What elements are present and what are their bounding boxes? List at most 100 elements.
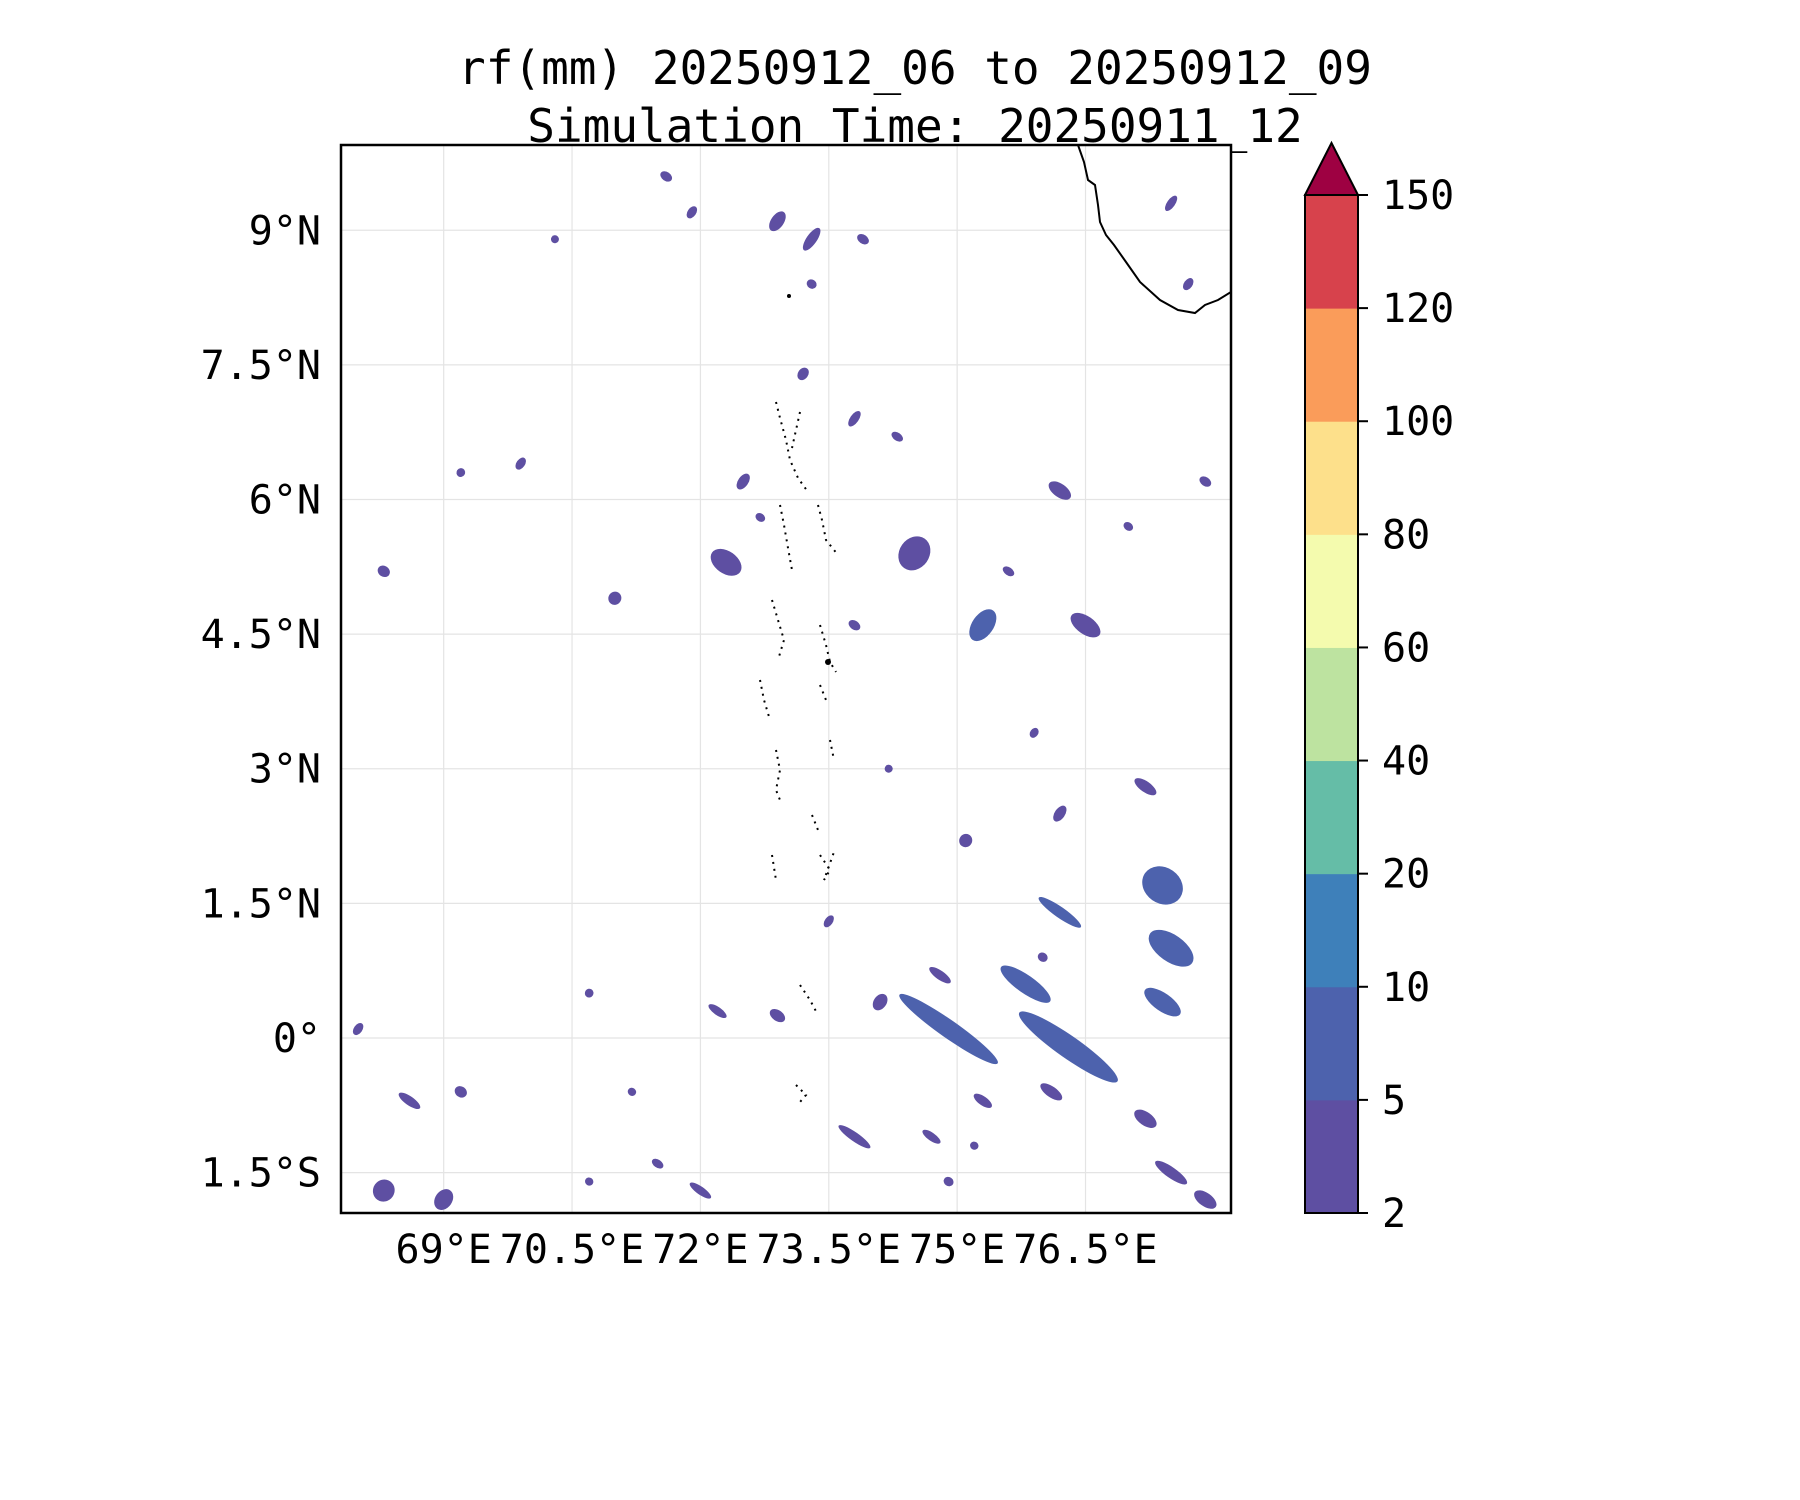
rain-cell bbox=[1037, 952, 1048, 962]
rain-cell bbox=[898, 536, 931, 571]
rain-cell bbox=[959, 833, 973, 848]
rain-cell bbox=[1053, 805, 1067, 822]
lat-tick-label: 7.5°N bbox=[201, 343, 321, 389]
maldives-atolls bbox=[759, 401, 839, 1103]
colorbar-tick-label: 5 bbox=[1382, 1078, 1406, 1124]
atoll-island-marker bbox=[825, 659, 831, 665]
colorbar: 2 5 10 20 40 60 80 100 120 150 bbox=[1303, 140, 1454, 1237]
rain-cell bbox=[899, 993, 998, 1065]
rain-cell bbox=[973, 1093, 992, 1108]
rain-cell bbox=[584, 988, 594, 998]
rain-cell bbox=[1123, 522, 1134, 531]
rain-cell bbox=[884, 764, 893, 773]
lon-tick-label: 69°E bbox=[396, 1227, 492, 1273]
rain-cell bbox=[550, 235, 559, 244]
rain-cell bbox=[769, 1008, 786, 1023]
colorbar-segment bbox=[1305, 308, 1358, 422]
rain-cell bbox=[398, 1092, 421, 1110]
atoll-island-marker bbox=[787, 294, 791, 298]
rain-cell bbox=[1048, 481, 1072, 500]
gridlines bbox=[341, 145, 1231, 1213]
lon-tick-label: 70.5°E bbox=[500, 1227, 645, 1273]
rain-cell bbox=[584, 1177, 594, 1186]
colorbar-extend-arrow bbox=[1303, 140, 1360, 196]
lat-tick-label: 0° bbox=[273, 1016, 321, 1062]
rain-cell bbox=[922, 1129, 941, 1144]
rain-cell bbox=[1155, 1160, 1188, 1185]
rain-cell bbox=[1018, 1011, 1118, 1083]
rain-cell bbox=[686, 206, 698, 219]
lon-tick-label: 72°E bbox=[652, 1227, 748, 1273]
rain-cell bbox=[1142, 866, 1183, 905]
rain-cell bbox=[1182, 278, 1194, 291]
colorbar-tick-label: 10 bbox=[1382, 965, 1430, 1011]
rain-cell bbox=[710, 548, 742, 576]
map-frame bbox=[339, 143, 1233, 1215]
rain-cell bbox=[1000, 965, 1051, 1003]
rain-cell bbox=[848, 410, 861, 427]
rain-cell bbox=[969, 609, 997, 642]
longitude-axis: 69°E 70.5°E 72°E 73.5°E 75°E 76.5°E bbox=[396, 1227, 1158, 1273]
lat-tick-label: 9°N bbox=[249, 208, 321, 254]
colorbar-tick-label: 100 bbox=[1382, 399, 1454, 445]
rain-cell bbox=[1148, 929, 1194, 967]
lat-tick-label: 4.5°N bbox=[201, 612, 321, 658]
rain-cell bbox=[823, 915, 834, 928]
colorbar-tick-label: 40 bbox=[1382, 739, 1430, 785]
lon-tick-label: 76.5°E bbox=[1013, 1227, 1158, 1273]
rain-cell bbox=[1002, 566, 1015, 577]
colorbar-segment bbox=[1305, 1099, 1358, 1214]
rain-cell bbox=[1194, 1190, 1217, 1209]
colorbar-segment bbox=[1305, 647, 1358, 762]
rain-cell bbox=[660, 171, 673, 182]
colorbar-segment bbox=[1305, 195, 1358, 309]
rain-cell bbox=[608, 591, 622, 605]
rain-cell bbox=[929, 966, 951, 984]
rain-cell bbox=[1029, 727, 1039, 738]
latitude-axis: 9°N 7.5°N 6°N 4.5°N 3°N 1.5°N 0° 1.5°S bbox=[201, 208, 321, 1196]
rain-cell bbox=[1134, 1109, 1157, 1128]
coastline bbox=[759, 145, 1231, 1103]
india-srilanka-coastline bbox=[1077, 145, 1231, 315]
rain-cell bbox=[377, 565, 390, 578]
colorbar-tick-label: 20 bbox=[1382, 852, 1430, 898]
lat-tick-label: 6°N bbox=[249, 478, 321, 524]
rain-cell bbox=[838, 1125, 871, 1149]
lon-tick-label: 73.5°E bbox=[757, 1227, 902, 1273]
lat-tick-label: 3°N bbox=[249, 747, 321, 793]
rain-cell bbox=[970, 1141, 979, 1150]
rain-cell bbox=[755, 513, 766, 522]
rain-cell bbox=[1199, 476, 1212, 487]
rain-cell bbox=[802, 227, 821, 251]
rain-cell bbox=[1070, 612, 1101, 638]
rain-cell bbox=[1134, 778, 1157, 796]
rain-cell bbox=[806, 279, 817, 289]
rain-cell bbox=[1040, 1083, 1063, 1101]
rain-cell bbox=[848, 619, 861, 631]
rain-cell bbox=[352, 1022, 364, 1036]
rain-cell bbox=[454, 1086, 467, 1098]
lat-tick-label: 1.5°N bbox=[201, 881, 321, 927]
lat-tick-label: 1.5°S bbox=[201, 1151, 321, 1197]
rain-cell bbox=[1144, 987, 1181, 1017]
rain-cell bbox=[515, 457, 526, 470]
rain-cell bbox=[797, 367, 809, 381]
map-area bbox=[339, 143, 1233, 1215]
colorbar-tick-label: 2 bbox=[1382, 1191, 1406, 1237]
rain-cell bbox=[736, 473, 750, 490]
rain-cell bbox=[456, 468, 466, 477]
rain-cell bbox=[943, 1176, 954, 1187]
rain-cell bbox=[627, 1087, 637, 1096]
rain-cell bbox=[689, 1182, 712, 1199]
colorbar-segment bbox=[1305, 873, 1358, 988]
colorbar-frame bbox=[1304, 194, 1359, 1214]
rain-cell bbox=[1038, 896, 1082, 928]
rain-cell bbox=[891, 431, 903, 442]
map-background bbox=[341, 145, 1231, 1213]
rainfall-field bbox=[352, 171, 1217, 1210]
colorbar-tick-label: 80 bbox=[1382, 512, 1430, 558]
rain-cell bbox=[1164, 195, 1178, 212]
rain-cell bbox=[651, 1158, 664, 1169]
rain-cell bbox=[857, 234, 869, 245]
